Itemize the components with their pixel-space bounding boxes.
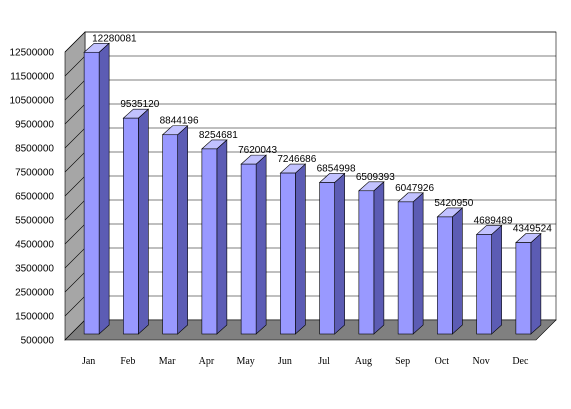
bar-side bbox=[530, 232, 542, 335]
y-axis-ticks: 500000 1500000 2500000 3500000 4500000 550000… bbox=[10, 48, 55, 347]
y-tick-label: 9500000 bbox=[15, 120, 54, 131]
bar-side bbox=[491, 224, 502, 335]
data-label: 7246686 bbox=[277, 154, 316, 165]
bar-side bbox=[98, 42, 110, 335]
bar bbox=[475, 224, 503, 335]
y-tick-label: 4500000 bbox=[15, 240, 54, 251]
bar-side bbox=[177, 125, 188, 335]
bar bbox=[436, 207, 464, 335]
data-label: 7620043 bbox=[238, 145, 277, 156]
gridline bbox=[64, 31, 556, 53]
data-label: 9535120 bbox=[120, 99, 159, 110]
bar bbox=[122, 108, 150, 335]
bar bbox=[318, 172, 346, 335]
bar-side bbox=[373, 181, 385, 335]
bar-front bbox=[123, 117, 139, 335]
data-label: 12280081 bbox=[92, 33, 137, 44]
x-axis-ticks: Jan Feb Mar Apr May Jun Jul Aug Sep Oct Nov Dec bbox=[82, 356, 529, 367]
y-tick-label: 11500000 bbox=[10, 72, 54, 83]
bar-side bbox=[216, 139, 228, 335]
bars bbox=[83, 42, 542, 335]
bar bbox=[279, 163, 307, 335]
x-tick-label: Jan bbox=[82, 356, 95, 367]
y-tick-label: 6500000 bbox=[15, 192, 54, 203]
bar bbox=[83, 42, 110, 335]
x-tick-label: Jul bbox=[318, 356, 330, 367]
y-tick-label: 3500000 bbox=[15, 264, 54, 275]
data-label: 6509393 bbox=[356, 172, 395, 183]
y-tick-label: 1500000 bbox=[15, 312, 54, 323]
bar-front bbox=[280, 172, 296, 335]
bar-front bbox=[201, 148, 218, 335]
data-label: 8844196 bbox=[160, 116, 199, 127]
bar bbox=[397, 192, 424, 335]
bar-front bbox=[437, 216, 453, 335]
data-label: 8254681 bbox=[199, 130, 238, 141]
bar bbox=[358, 181, 385, 335]
data-label: 6047926 bbox=[395, 183, 434, 194]
x-tick-label: Mar bbox=[159, 356, 176, 367]
y-tick-label: 2500000 bbox=[15, 288, 54, 299]
y-tick-label: 8500000 bbox=[15, 144, 54, 155]
bar-side bbox=[295, 163, 306, 335]
bar-front bbox=[476, 234, 492, 335]
data-label: 4689489 bbox=[474, 215, 513, 226]
y-tick-label: 5500000 bbox=[15, 216, 54, 227]
y-tick-label: 7500000 bbox=[15, 168, 54, 179]
x-tick-label: May bbox=[236, 356, 254, 367]
x-tick-label: Feb bbox=[120, 356, 135, 367]
bar-front bbox=[515, 242, 532, 335]
y-tick-label: 10500000 bbox=[10, 96, 55, 107]
x-tick-label: Nov bbox=[473, 356, 490, 367]
x-tick-label: Dec bbox=[512, 356, 529, 367]
bar-side bbox=[255, 154, 267, 335]
x-tick-label: Aug bbox=[355, 356, 372, 367]
data-label: 4349524 bbox=[513, 224, 552, 235]
bar-front bbox=[83, 51, 100, 335]
x-tick-label: Apr bbox=[199, 356, 215, 367]
x-tick-label: Oct bbox=[435, 356, 450, 367]
bar-front bbox=[397, 201, 414, 335]
bar-side bbox=[452, 207, 463, 335]
y-tick-label: 500000 bbox=[21, 336, 55, 347]
bar-side bbox=[412, 192, 424, 335]
bar-front bbox=[162, 134, 178, 335]
bar-side bbox=[138, 108, 149, 335]
y-tick-label: 12500000 bbox=[10, 48, 55, 59]
bar-front bbox=[319, 182, 335, 335]
data-label: 5420950 bbox=[434, 198, 473, 209]
bar-side bbox=[334, 172, 345, 335]
bar bbox=[240, 154, 267, 335]
bar bbox=[161, 125, 189, 335]
data-labels: 12280081 95351208844196825468176200437246… bbox=[92, 33, 552, 234]
bar bbox=[201, 139, 228, 335]
bar-front bbox=[358, 190, 375, 335]
data-label: 6854998 bbox=[317, 163, 356, 174]
x-tick-label: Sep bbox=[395, 356, 410, 367]
bar bbox=[515, 232, 542, 335]
bar-front bbox=[240, 163, 257, 335]
x-tick-label: Jun bbox=[278, 356, 292, 367]
